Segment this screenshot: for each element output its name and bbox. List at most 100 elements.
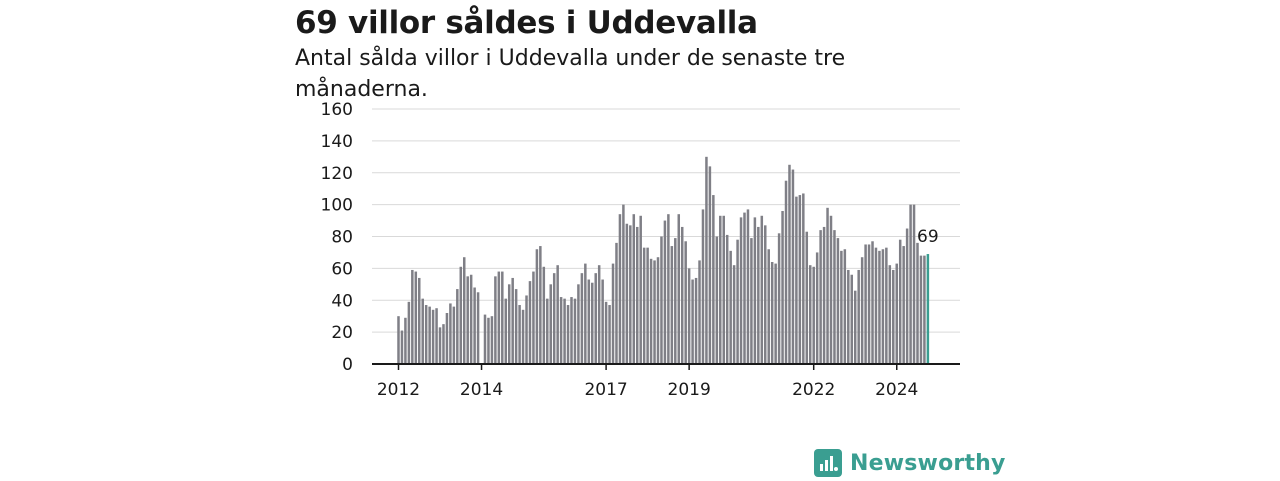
bar	[632, 214, 636, 364]
bar	[819, 230, 822, 364]
bar	[871, 241, 874, 364]
bar	[826, 207, 829, 364]
bar	[725, 234, 729, 364]
bar	[660, 236, 663, 364]
bar	[404, 317, 407, 364]
y-tick-label: 0	[342, 355, 353, 375]
bar	[822, 226, 826, 364]
y-tick-label: 100	[321, 196, 353, 216]
bar	[656, 257, 660, 364]
chart-header: 69 villor såldes i Uddevalla Antal sålda…	[295, 0, 975, 105]
bar	[608, 305, 611, 364]
bar	[691, 279, 694, 364]
bar	[397, 316, 400, 364]
bar	[836, 238, 840, 364]
bar	[736, 239, 739, 364]
latest-value-label: 69	[917, 227, 939, 247]
x-tick-label: 2024	[875, 380, 918, 400]
bar	[611, 263, 615, 364]
bar	[667, 214, 670, 364]
bar	[764, 225, 767, 364]
bar	[677, 214, 681, 364]
bar	[442, 324, 445, 364]
bar	[798, 195, 802, 364]
bar	[739, 217, 743, 364]
bar	[563, 298, 566, 364]
y-tick-label: 160	[321, 100, 353, 120]
y-tick-label: 120	[321, 164, 353, 184]
bar	[712, 195, 715, 364]
bar	[539, 246, 542, 364]
bar	[542, 266, 546, 364]
bar	[566, 305, 570, 364]
y-tick-label: 40	[331, 291, 353, 311]
x-tick-label: 2022	[792, 380, 835, 400]
bar	[687, 268, 691, 364]
bar	[663, 220, 667, 364]
bar	[722, 215, 725, 364]
bar	[701, 209, 705, 364]
bar	[874, 247, 878, 364]
bar	[556, 265, 559, 364]
bar	[878, 250, 881, 364]
bar	[456, 289, 459, 364]
bar	[909, 204, 912, 364]
bar	[546, 298, 549, 364]
bar	[473, 287, 476, 364]
bar	[888, 265, 892, 364]
bar	[490, 316, 494, 364]
bar	[750, 238, 753, 364]
bar	[518, 305, 521, 364]
bar	[923, 255, 926, 364]
brand-footer: Newsworthy	[814, 446, 1006, 480]
bar	[694, 277, 698, 364]
bar	[840, 250, 843, 364]
y-tick-label: 20	[331, 323, 353, 343]
bar	[674, 238, 677, 364]
bar	[535, 249, 539, 364]
bar	[577, 284, 580, 364]
bar	[414, 271, 418, 364]
bar	[514, 289, 518, 364]
bar	[770, 262, 774, 364]
bar	[912, 204, 916, 364]
bar	[864, 244, 867, 364]
bar	[784, 180, 788, 364]
bar	[580, 273, 584, 364]
bar	[421, 298, 424, 364]
bar	[462, 257, 466, 364]
bar	[601, 279, 604, 364]
bar	[494, 276, 497, 364]
bar	[639, 215, 642, 364]
bar	[843, 249, 847, 364]
bar	[680, 226, 684, 364]
bar	[591, 282, 594, 364]
bar	[452, 306, 456, 364]
bar	[815, 252, 819, 364]
bar	[746, 209, 750, 364]
bar	[732, 265, 736, 364]
bar	[549, 284, 552, 364]
bar	[753, 217, 757, 364]
bar	[743, 212, 746, 364]
bar	[587, 279, 591, 364]
bar	[898, 239, 902, 364]
bar	[791, 169, 795, 364]
bar	[445, 313, 449, 364]
bar	[853, 290, 857, 364]
bar	[629, 225, 632, 364]
bar	[795, 196, 798, 364]
chart-title: 69 villor såldes i Uddevalla	[295, 5, 758, 41]
bar	[559, 297, 563, 364]
bar	[670, 246, 674, 364]
bar	[449, 303, 452, 364]
bar	[729, 250, 732, 364]
bar	[428, 306, 431, 364]
x-tick-label: 2017	[584, 380, 627, 400]
bar	[829, 215, 833, 364]
bar	[919, 255, 923, 364]
newsworthy-logo-icon	[814, 449, 842, 477]
bar	[487, 317, 490, 364]
bar	[715, 236, 719, 364]
x-tick-label: 2014	[460, 380, 503, 400]
